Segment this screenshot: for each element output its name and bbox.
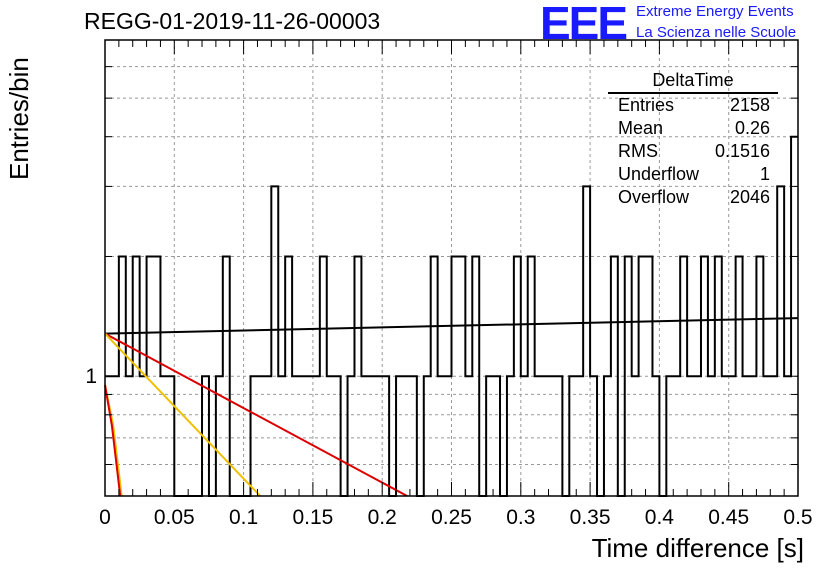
stats-label: RMS <box>618 141 658 161</box>
stats-row: Overflow 2046 <box>608 186 778 209</box>
stats-row: Entries 2158 <box>608 94 778 117</box>
fit-line <box>104 332 408 497</box>
fit-line <box>104 332 261 497</box>
stats-box: DeltaTime Entries 2158 Mean 0.26 RMS 0.1… <box>608 70 778 209</box>
stats-row: Underflow 1 <box>608 163 778 186</box>
x-tick-label: 0.35 <box>570 506 611 529</box>
y-tick-label: 1 <box>85 365 97 388</box>
x-axis-label: Time difference [s] <box>591 533 804 563</box>
x-tick-label: 0.1 <box>229 506 258 529</box>
stats-value: 0.26 <box>734 118 770 138</box>
x-tick-label: 0.45 <box>708 506 749 529</box>
histogram-series <box>105 135 798 497</box>
stats-value: 2158 <box>729 95 770 115</box>
axis-ticks <box>104 39 799 496</box>
stats-label: Entries <box>618 95 675 115</box>
stats-value: 1 <box>759 164 770 184</box>
x-tick-label: 0.05 <box>154 506 195 529</box>
histogram-outline <box>105 135 798 497</box>
tick-labels: 0 0.05 0.1 0.15 0.2 0.25 0.3 0.35 0.4 0.45 0.5 1 <box>85 365 812 529</box>
plot-title: REGG-01-2019-11-26-00003 <box>84 8 381 34</box>
stats-value: 0.1516 <box>714 141 770 161</box>
fit-lines <box>104 317 799 497</box>
x-tick-label: 0.3 <box>506 506 535 529</box>
x-tick-label: 0.2 <box>368 506 397 529</box>
stats-value: 2046 <box>729 187 770 207</box>
x-tick-label: 0 <box>99 506 111 529</box>
x-tick-label: 0.4 <box>645 506 675 529</box>
stats-row: RMS 0.1516 <box>608 140 778 163</box>
x-tick-label: 0.15 <box>292 506 333 529</box>
eee-logo: EEE <box>540 0 628 49</box>
logo-line-2: La Scienza nelle Scuole <box>636 24 797 41</box>
fit-line <box>104 384 122 497</box>
stats-title: DeltaTime <box>608 70 778 94</box>
stats-label: Overflow <box>618 187 690 207</box>
stats-row: Mean 0.26 <box>608 117 778 140</box>
logo-line-1: Extreme Energy Events <box>636 3 794 20</box>
y-axis-label: Entries/bin <box>4 57 34 180</box>
stats-label: Mean <box>618 118 664 138</box>
x-tick-label: 0.5 <box>783 506 812 529</box>
fit-line <box>104 317 799 335</box>
x-tick-label: 0.25 <box>431 506 472 529</box>
stats-label: Underflow <box>618 164 700 184</box>
